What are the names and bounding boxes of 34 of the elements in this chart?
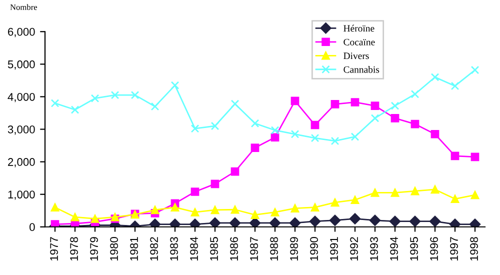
y-tick-label: 4,000	[8, 92, 35, 102]
legend-label: Cocaïne	[344, 38, 375, 46]
y-tick-label: 3,000	[8, 126, 35, 135]
x-tick-label: 1980	[110, 237, 118, 260]
x-tick-label: 1990	[310, 237, 318, 260]
x-tick-label: 1996	[430, 237, 438, 260]
x-tick-label: 1981	[130, 237, 138, 260]
x-tick-label: 1992	[350, 237, 358, 260]
y-tick-label: 6,000	[8, 28, 35, 38]
y-tick-label: 5,000	[8, 60, 35, 70]
x-tick-label: 1983	[170, 237, 178, 260]
x-tick-label: 1988	[270, 237, 278, 260]
x-tick-label: 1994	[390, 236, 398, 260]
x-tick-label: 1991	[330, 237, 338, 260]
x-tick-label: 1989	[290, 237, 298, 260]
x-tick-label: 1985	[210, 237, 218, 260]
y-tick-label: 0	[30, 223, 35, 232]
x-tick-label: 1998	[470, 237, 478, 260]
x-tick-label: 1979	[90, 237, 98, 260]
x-tick-label: 1984	[190, 236, 198, 260]
x-tick-label: 1993	[370, 237, 378, 260]
y-axis-title: Nombre	[10, 4, 38, 10]
y-tick-label: 1,000	[8, 190, 35, 200]
x-tick-label: 1982	[150, 237, 158, 260]
legend-label: Cannabis	[344, 66, 380, 73]
x-tick-label: 1978	[70, 237, 78, 260]
x-tick-label: 1995	[410, 237, 418, 260]
x-tick-label: 1977	[50, 237, 58, 260]
x-tick-label: 1997	[450, 237, 458, 260]
legend-label: Divers	[344, 52, 369, 60]
y-tick-label: 2,000	[8, 158, 35, 168]
x-tick-label: 1986	[230, 237, 238, 260]
legend-label: Héroïne	[344, 24, 374, 32]
x-tick-label: 1987	[250, 237, 258, 260]
